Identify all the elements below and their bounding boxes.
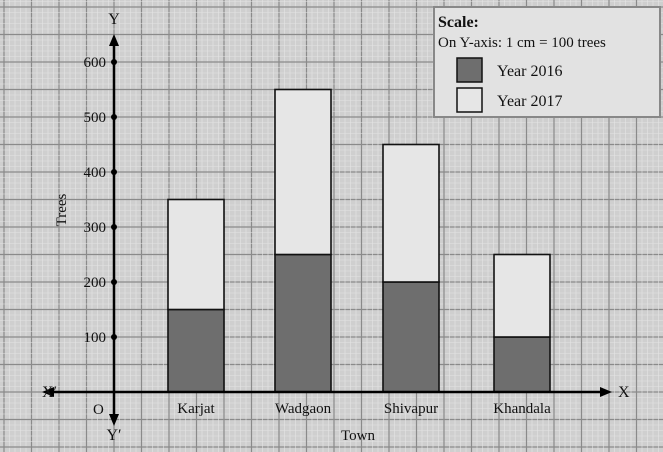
y-axis-arrow-down [109, 414, 119, 426]
origin-label: O [93, 402, 104, 418]
legend-swatch-2017 [456, 87, 483, 113]
x-tick-label: Khandala [493, 401, 551, 417]
y-tick-label: 100 [84, 330, 107, 346]
y-axis-label-y-prime: Y′ [106, 427, 121, 444]
bar-shivapur-2016 [382, 281, 440, 393]
bar-wadgaon-2016 [274, 253, 332, 393]
x-axis-title: Town [341, 428, 375, 444]
y-tick-mark [111, 334, 117, 340]
legend-scale-text: On Y-axis: 1 cm = 100 trees [438, 35, 606, 51]
x-axis-arrow-left [42, 387, 54, 397]
legend-title: Scale: [438, 14, 479, 31]
bar-karjat-2016 [167, 308, 225, 393]
bar-wadgaon-2017 [274, 88, 332, 256]
legend-label: Year 2016 [497, 63, 562, 80]
x-axis-label-x-prime: X′ [42, 384, 57, 401]
y-tick-label: 600 [84, 55, 107, 71]
y-tick-mark [111, 224, 117, 230]
bar-khandala-2016 [493, 336, 551, 393]
x-axis-label-x: X [618, 384, 630, 401]
y-tick-label: 500 [84, 110, 107, 126]
y-tick-mark [111, 169, 117, 175]
x-tick-label: Karjat [177, 401, 215, 417]
y-axis-label-y: Y [108, 11, 120, 28]
bar-karjat-2017 [167, 198, 225, 311]
legend-swatch-2016 [456, 57, 483, 83]
y-tick-mark [111, 114, 117, 120]
y-axis-arrow-up [109, 34, 119, 46]
y-tick-mark [111, 59, 117, 65]
y-tick-label: 400 [84, 165, 107, 181]
y-tick-mark [111, 279, 117, 285]
y-axis-title: Trees [54, 193, 70, 226]
y-tick-label: 200 [84, 275, 107, 291]
x-tick-label: Shivapur [384, 401, 438, 417]
bar-khandala-2017 [493, 253, 551, 338]
y-tick-label: 300 [84, 220, 107, 236]
x-axis-arrow-right [600, 387, 612, 397]
x-tick-label: Wadgaon [275, 401, 332, 417]
bar-shivapur-2017 [382, 143, 440, 283]
legend-label: Year 2017 [497, 93, 562, 110]
